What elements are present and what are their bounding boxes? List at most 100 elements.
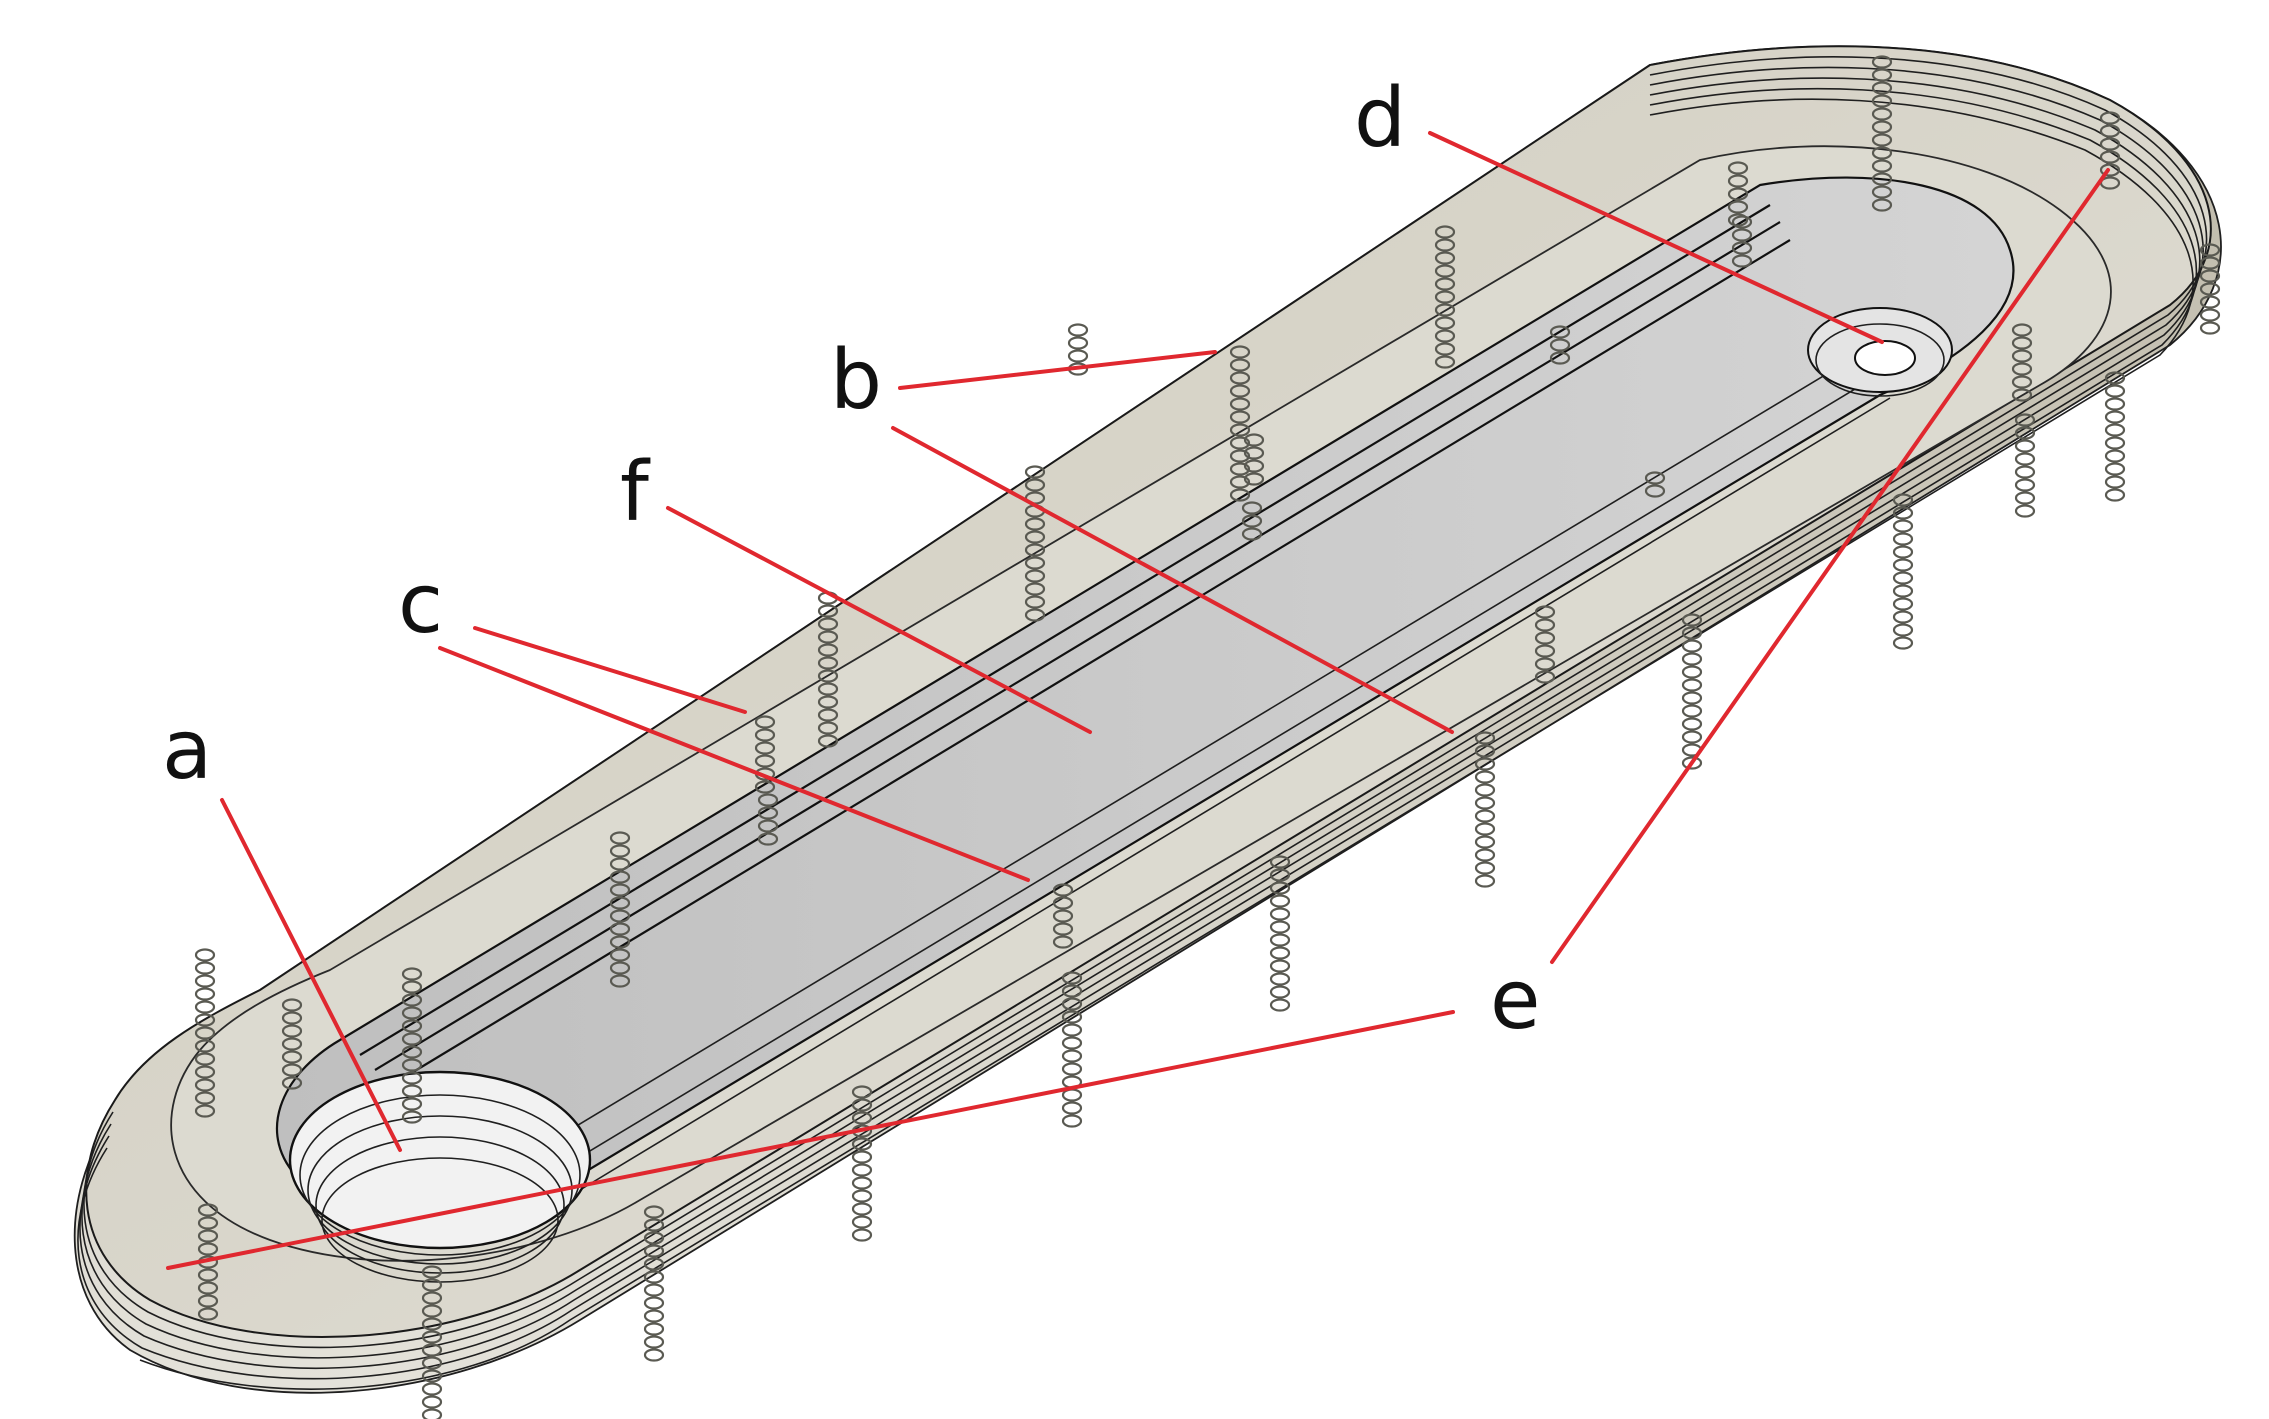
layer-ring (2104, 449, 2126, 463)
layer-ring (281, 1076, 303, 1090)
layer-ring (817, 630, 839, 644)
layer-ring (1474, 861, 1496, 875)
layer-ring (1229, 436, 1251, 450)
layer-ring (1871, 133, 1893, 147)
layer-ring (197, 1203, 219, 1217)
layer-ring (1229, 488, 1251, 502)
layer-ring (1229, 397, 1251, 411)
layer-ring (1892, 558, 1914, 572)
layer-ring (1434, 277, 1456, 291)
layer-ring (421, 1395, 443, 1409)
layer-ring (1269, 946, 1291, 960)
layer-ring (281, 1011, 303, 1025)
layer-ring (1681, 652, 1703, 666)
layer-ring (1892, 506, 1914, 520)
layer-ring (421, 1343, 443, 1357)
leader-lines (166, 131, 2110, 1270)
layer-ring (1061, 1114, 1083, 1128)
layer-ring (1229, 345, 1251, 359)
layer-ring (1269, 881, 1291, 895)
layer-ring (817, 708, 839, 722)
layer-ring (1727, 174, 1749, 188)
layer-ring (1534, 670, 1556, 684)
layer-ring (1871, 107, 1893, 121)
layer-ring (2104, 397, 2126, 411)
label-f: f (620, 445, 651, 540)
layer-ring (1269, 998, 1291, 1012)
layer-ring (1892, 636, 1914, 650)
layer-ring (643, 1218, 665, 1232)
layer-ring (817, 682, 839, 696)
layer-ring (851, 1111, 873, 1125)
layer-ring (1681, 704, 1703, 718)
layer-ring (609, 844, 631, 858)
layer-ring (1052, 909, 1074, 923)
layer-ring (1052, 922, 1074, 936)
layer-ring (1024, 608, 1046, 622)
layer-ring (643, 1283, 665, 1297)
layer-ring (1871, 81, 1893, 95)
layer-ring (643, 1205, 665, 1219)
layer-ring (754, 780, 776, 794)
layer-ring (1474, 731, 1496, 745)
layer-ring (1871, 172, 1893, 186)
layer-ring (197, 1307, 219, 1321)
layer-ring (2014, 504, 2036, 518)
layer-ring (817, 721, 839, 735)
label-e: e (1490, 953, 1540, 1048)
layer-ring (194, 948, 216, 962)
layer-ring (1434, 225, 1456, 239)
layer-ring (1534, 605, 1556, 619)
layer-ring (2014, 426, 2036, 440)
label-d: d (1354, 71, 1406, 166)
layer-ring (851, 1150, 873, 1164)
layer-ring (1434, 238, 1456, 252)
layer-ring (2011, 323, 2033, 337)
layer-ring (2104, 423, 2126, 437)
layer-ring (401, 1045, 423, 1059)
layer-ring (851, 1163, 873, 1177)
layer-ring (197, 1242, 219, 1256)
layer-ring (1474, 796, 1496, 810)
layer-ring (401, 1032, 423, 1046)
layer-ring (1892, 610, 1914, 624)
layer-ring (1434, 316, 1456, 330)
layer-ring (1269, 920, 1291, 934)
layer-ring (194, 1026, 216, 1040)
layer-ring (1241, 501, 1263, 515)
layer-ring (1269, 933, 1291, 947)
layer-ring (401, 1058, 423, 1072)
layer-ring (757, 819, 779, 833)
layer-ring (1644, 471, 1666, 485)
layer-ring (1243, 472, 1265, 486)
layer-ring (1061, 1049, 1083, 1063)
layer-ring (1727, 187, 1749, 201)
layer-ring (2014, 491, 2036, 505)
layer-ring (2099, 163, 2121, 177)
layer-ring (1892, 571, 1914, 585)
layer-ring (197, 1229, 219, 1243)
layer-ring (1892, 519, 1914, 533)
layer-ring (1434, 342, 1456, 356)
layer-ring (1727, 200, 1749, 214)
layer-ring (754, 754, 776, 768)
layer-ring (1644, 484, 1666, 498)
layer-ring (401, 1071, 423, 1085)
layer-ring (643, 1270, 665, 1284)
layer-ring (1229, 449, 1251, 463)
layer-ring (194, 961, 216, 975)
small-bore (1807, 307, 1953, 397)
layer-ring (1024, 543, 1046, 557)
layer-ring (1871, 120, 1893, 134)
layer-ring (1269, 907, 1291, 921)
layer-ring (1731, 254, 1753, 268)
layer-ring (421, 1317, 443, 1331)
layer-ring (1871, 68, 1893, 82)
layer-ring (281, 1024, 303, 1038)
layer-ring (851, 1176, 873, 1190)
layer-ring (1474, 809, 1496, 823)
layer-ring (851, 1202, 873, 1216)
layer-ring (609, 870, 631, 884)
layer-ring (609, 883, 631, 897)
layer-ring (1474, 757, 1496, 771)
